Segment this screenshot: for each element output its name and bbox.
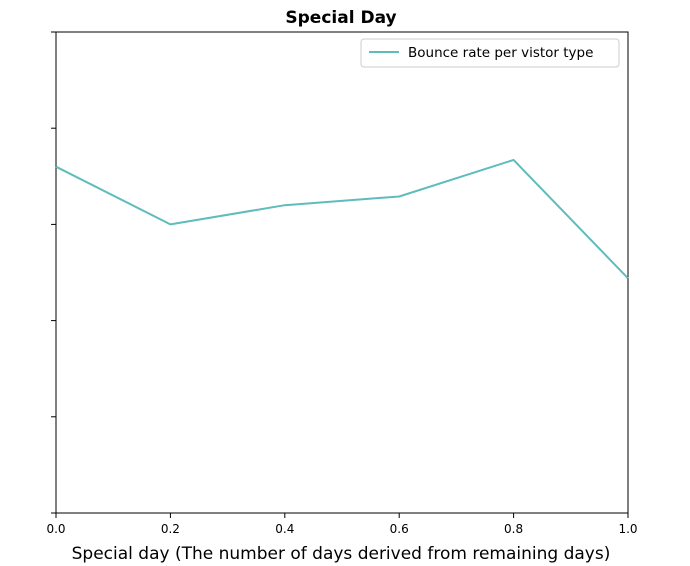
legend-box <box>360 38 620 68</box>
x-tick-label: 0.4 <box>275 522 294 536</box>
x-tick-label: 0.0 <box>46 522 65 536</box>
y-axis-ticks <box>51 31 56 514</box>
series-layer <box>55 158 629 279</box>
x-axis-label: Special day (The number of days derived … <box>72 544 611 564</box>
x-tick-label: 0.8 <box>504 522 523 536</box>
series-line <box>55 158 629 279</box>
x-tick-label: 1.0 <box>618 522 637 536</box>
chart-title: Special Day <box>285 8 396 28</box>
x-tick-label: 0.2 <box>161 522 180 536</box>
legend-label: Bounce rate per vistor type <box>408 45 593 61</box>
x-axis-ticks: 0.0 0.2 0.4 0.6 0.8 1.0 <box>46 513 638 536</box>
plot-frame <box>55 31 629 514</box>
x-tick-label: 0.6 <box>390 522 409 536</box>
legend: Bounce rate per vistor type <box>360 38 620 68</box>
